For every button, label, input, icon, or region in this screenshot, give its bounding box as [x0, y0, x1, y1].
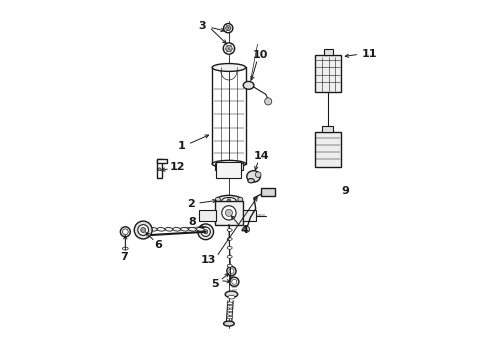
Text: 8: 8	[188, 217, 196, 227]
Ellipse shape	[122, 247, 128, 250]
Text: 6: 6	[155, 240, 163, 250]
Ellipse shape	[212, 160, 245, 167]
Circle shape	[225, 209, 232, 216]
Bar	[315, 55, 342, 93]
Ellipse shape	[196, 228, 204, 231]
Text: 4: 4	[241, 225, 248, 235]
Ellipse shape	[227, 306, 233, 308]
Circle shape	[265, 98, 272, 105]
Circle shape	[226, 45, 232, 52]
Circle shape	[232, 279, 237, 284]
Circle shape	[227, 266, 236, 276]
Bar	[261, 188, 275, 196]
Text: 13: 13	[201, 255, 216, 265]
Circle shape	[141, 228, 146, 233]
Bar	[157, 158, 168, 163]
Text: 11: 11	[362, 49, 377, 59]
Bar	[323, 49, 333, 55]
Ellipse shape	[227, 313, 233, 315]
Text: 12: 12	[170, 162, 186, 172]
Text: 7: 7	[121, 252, 128, 262]
Circle shape	[138, 225, 148, 235]
Ellipse shape	[222, 198, 236, 204]
Circle shape	[203, 230, 208, 234]
Text: 1: 1	[177, 141, 185, 151]
Ellipse shape	[247, 171, 260, 182]
Ellipse shape	[173, 228, 181, 231]
Ellipse shape	[227, 255, 232, 258]
Bar	[157, 158, 162, 178]
Ellipse shape	[227, 316, 233, 319]
Bar	[315, 132, 342, 167]
Text: 9: 9	[342, 186, 350, 196]
Ellipse shape	[225, 291, 238, 297]
Ellipse shape	[189, 228, 196, 231]
Bar	[217, 162, 242, 178]
Circle shape	[122, 229, 128, 235]
Ellipse shape	[181, 228, 189, 231]
Circle shape	[223, 43, 235, 54]
Bar	[243, 210, 256, 221]
Ellipse shape	[248, 179, 254, 183]
Ellipse shape	[227, 264, 232, 267]
Text: 3: 3	[198, 21, 206, 31]
Circle shape	[223, 23, 233, 33]
Circle shape	[227, 199, 231, 203]
Circle shape	[230, 277, 239, 287]
Ellipse shape	[227, 238, 232, 240]
Bar	[322, 126, 333, 132]
Bar	[215, 163, 243, 170]
Ellipse shape	[227, 229, 232, 231]
Ellipse shape	[157, 228, 165, 231]
Bar	[215, 202, 243, 225]
Text: 5: 5	[211, 279, 219, 289]
Ellipse shape	[227, 302, 233, 305]
Circle shape	[198, 224, 214, 240]
Circle shape	[158, 168, 161, 171]
Circle shape	[255, 172, 261, 177]
Circle shape	[226, 26, 231, 31]
Ellipse shape	[165, 228, 173, 231]
Bar	[198, 210, 216, 221]
Circle shape	[134, 221, 152, 239]
Circle shape	[201, 227, 210, 237]
Ellipse shape	[212, 64, 245, 71]
Ellipse shape	[227, 309, 233, 312]
Ellipse shape	[243, 81, 254, 89]
Text: 14: 14	[254, 152, 269, 161]
Circle shape	[222, 206, 236, 220]
Circle shape	[121, 227, 130, 237]
Ellipse shape	[228, 296, 235, 299]
Circle shape	[238, 197, 243, 202]
Circle shape	[229, 269, 234, 274]
Text: 10: 10	[252, 50, 268, 60]
Circle shape	[215, 197, 221, 202]
Ellipse shape	[223, 321, 234, 326]
Ellipse shape	[227, 247, 232, 249]
Circle shape	[244, 226, 249, 232]
Ellipse shape	[149, 228, 157, 231]
Ellipse shape	[216, 195, 243, 206]
Text: 2: 2	[187, 199, 195, 209]
